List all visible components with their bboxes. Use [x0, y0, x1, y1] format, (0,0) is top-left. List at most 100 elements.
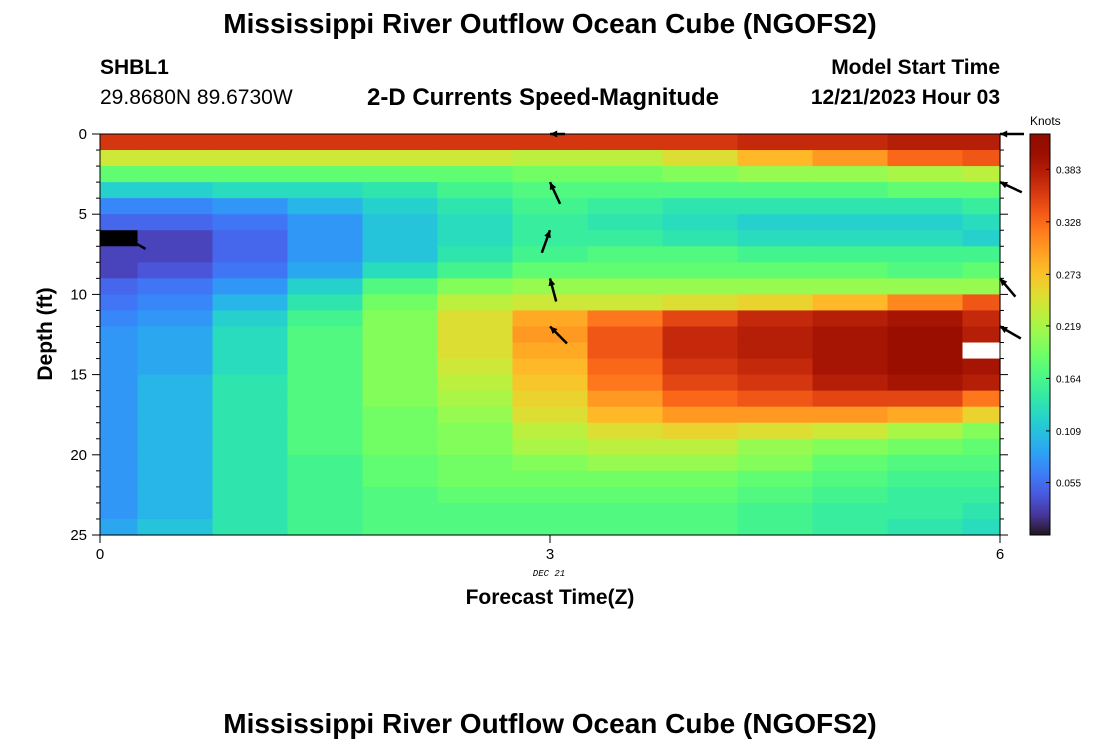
heatmap-cell [100, 406, 139, 424]
heatmap-cell [100, 214, 139, 231]
heatmap-cell [100, 278, 139, 295]
heatmap-cell [962, 326, 1001, 344]
heatmap-cell [212, 134, 289, 151]
heatmap-cell [812, 358, 889, 376]
heatmap-cell [812, 406, 889, 424]
heatmap-cell [587, 150, 664, 167]
heatmap-cell [212, 342, 289, 360]
heatmap-cell [437, 502, 514, 520]
heatmap-cell [662, 150, 739, 167]
heatmap-cell [287, 470, 364, 488]
heatmap-cell [812, 326, 889, 344]
heatmap-cell [362, 358, 439, 376]
heatmap-cell [587, 262, 664, 279]
heatmap-cell [962, 470, 1001, 488]
heatmap-cell [100, 182, 139, 199]
heatmap-cell [587, 374, 664, 392]
heatmap-cell [437, 390, 514, 408]
current-vector-arrow [548, 181, 562, 205]
current-vector-arrow [999, 180, 1023, 194]
heatmap-cell [812, 294, 889, 312]
heatmap-cell [137, 198, 214, 215]
heatmap-cell [587, 358, 664, 376]
heatmap-cell [137, 262, 214, 279]
current-vectors [129, 130, 1024, 345]
heatmap-cell [100, 454, 139, 472]
heatmap-cell [887, 374, 964, 392]
heatmap-cell [437, 470, 514, 488]
heatmap-cell [587, 310, 664, 328]
heatmap-cell [662, 134, 739, 151]
heatmap-cell [362, 262, 439, 279]
heatmap-cell [287, 278, 364, 295]
heatmap-cell [587, 422, 664, 440]
heatmap-cell [737, 326, 814, 344]
y-tick-label: 20 [70, 447, 87, 464]
model-start-label: Model Start Time [831, 56, 1000, 79]
colorbar-unit: Knots [1030, 114, 1061, 128]
axes: 0 5 10 15 20 25 0 3 6 [70, 126, 1008, 563]
heatmap-cell [737, 358, 814, 376]
heatmap-cell [737, 166, 814, 183]
heatmap-cells [100, 134, 1001, 536]
heatmap-cell [100, 342, 139, 360]
heatmap-cell [962, 406, 1001, 424]
heatmap-cell [962, 134, 1001, 151]
colorbar [1029, 133, 1051, 536]
heatmap-cell [362, 502, 439, 520]
heatmap-cell [362, 422, 439, 440]
heatmap-cell [212, 454, 289, 472]
current-vector-arrow [999, 277, 1017, 298]
heatmap-cell [512, 422, 589, 440]
heatmap-cell [587, 182, 664, 199]
heatmap-cell [287, 262, 364, 279]
heatmap-cell [137, 230, 214, 247]
heatmap-cell [512, 278, 589, 295]
heatmap-cell [287, 390, 364, 408]
heatmap-cell [137, 134, 214, 151]
y-tick-label: 10 [70, 286, 87, 303]
colorbar-tick-label: 0.109 [1056, 427, 1081, 438]
heatmap-cell [137, 470, 214, 488]
heatmap-cell [137, 454, 214, 472]
heatmap-cell [737, 134, 814, 151]
heatmap-cell [662, 294, 739, 312]
heatmap-cell [362, 390, 439, 408]
heatmap-cell [962, 454, 1001, 472]
heatmap-cell [212, 214, 289, 231]
page-title: Mississippi River Outflow Ocean Cube (NG… [223, 8, 877, 39]
heatmap-cell [212, 230, 289, 247]
heatmap-cell [887, 406, 964, 424]
heatmap-cell [137, 214, 214, 231]
heatmap-cell [362, 198, 439, 215]
heatmap-cell [212, 390, 289, 408]
heatmap-cell [100, 150, 139, 167]
heatmap-cell [812, 134, 889, 151]
heatmap-cell [212, 374, 289, 392]
heatmap-cell [887, 470, 964, 488]
heatmap-cell [512, 438, 589, 456]
heatmap-cell [287, 454, 364, 472]
heatmap-cell [887, 342, 964, 360]
heatmap-cell [587, 454, 664, 472]
heatmap-cell [287, 230, 364, 247]
heatmap-cell [662, 310, 739, 328]
heatmap-cell [662, 422, 739, 440]
heatmap-cell [737, 502, 814, 520]
heatmap-cell [512, 294, 589, 312]
heatmap-cell [962, 438, 1001, 456]
heatmap-cell [137, 166, 214, 183]
heatmap-cell [887, 278, 964, 295]
heatmap-cell [287, 150, 364, 167]
heatmap-cell [962, 310, 1001, 328]
heatmap-cell [437, 214, 514, 231]
heatmap-cell [437, 182, 514, 199]
colorbar-tick-label: 0.383 [1056, 165, 1081, 176]
heatmap-cell [287, 294, 364, 312]
heatmap-cell [737, 310, 814, 328]
heatmap-cell [887, 358, 964, 376]
heatmap-cell [737, 278, 814, 295]
heatmap-cell [662, 470, 739, 488]
x-date-label: DEC 21 [533, 569, 565, 579]
heatmap-cell [587, 214, 664, 231]
